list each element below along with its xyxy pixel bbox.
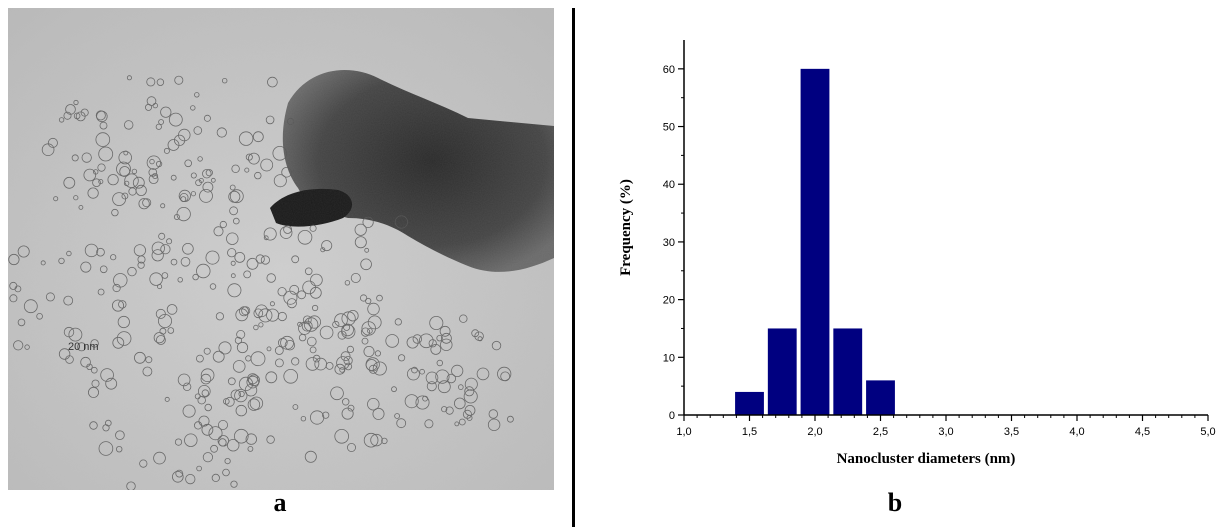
bar	[800, 68, 830, 415]
x-tick-label: 4,0	[1069, 426, 1084, 438]
bar	[866, 380, 895, 415]
bar	[735, 391, 764, 415]
x-tick-label: 2,5	[873, 426, 888, 438]
y-tick-label: 0	[669, 410, 675, 422]
y-tick-label: 30	[663, 237, 675, 249]
x-tick-label: 3,0	[938, 426, 953, 438]
plot-area: 0 10 20 30 40 50 60 1,0 1,5 2,0 2,5 3,0 3,5 4,0 4,5 5,0	[663, 40, 1216, 438]
histogram-chart: 0 10 20 30 40 50 60 1,0 1,5 2,0 2,5 3,0 3,5 4,0 4,5 5,0…	[618, 40, 1216, 467]
x-tick-label: 3,5	[1004, 426, 1019, 438]
x-tick-label: 5,0	[1200, 426, 1215, 438]
y-tick-label: 40	[663, 179, 675, 191]
x-tick-label: 2,0	[807, 426, 822, 438]
y-tick-label: 20	[663, 295, 675, 307]
y-tick-label: 60	[663, 64, 675, 76]
panel-label-b: b	[887, 488, 903, 517]
x-tick-label: 4,5	[1135, 426, 1150, 438]
tem-micrograph-panel: 20 nm	[8, 8, 554, 490]
x-axis-label: Nanocluster diameters (nm)	[837, 451, 1016, 467]
x-tick-label: 1,5	[742, 426, 757, 438]
tem-micrograph-image: 20 nm	[8, 8, 554, 490]
panel-label-a: a	[273, 488, 287, 517]
y-tick-label: 50	[663, 122, 675, 134]
bar	[767, 328, 797, 415]
y-tick-label: 10	[663, 352, 675, 364]
x-tick-label: 1,0	[676, 426, 691, 438]
bar	[833, 328, 863, 415]
scale-bar-label: 20 nm	[68, 341, 99, 353]
panel-divider	[572, 8, 575, 527]
y-axis-label: Frequency (%)	[618, 179, 634, 276]
